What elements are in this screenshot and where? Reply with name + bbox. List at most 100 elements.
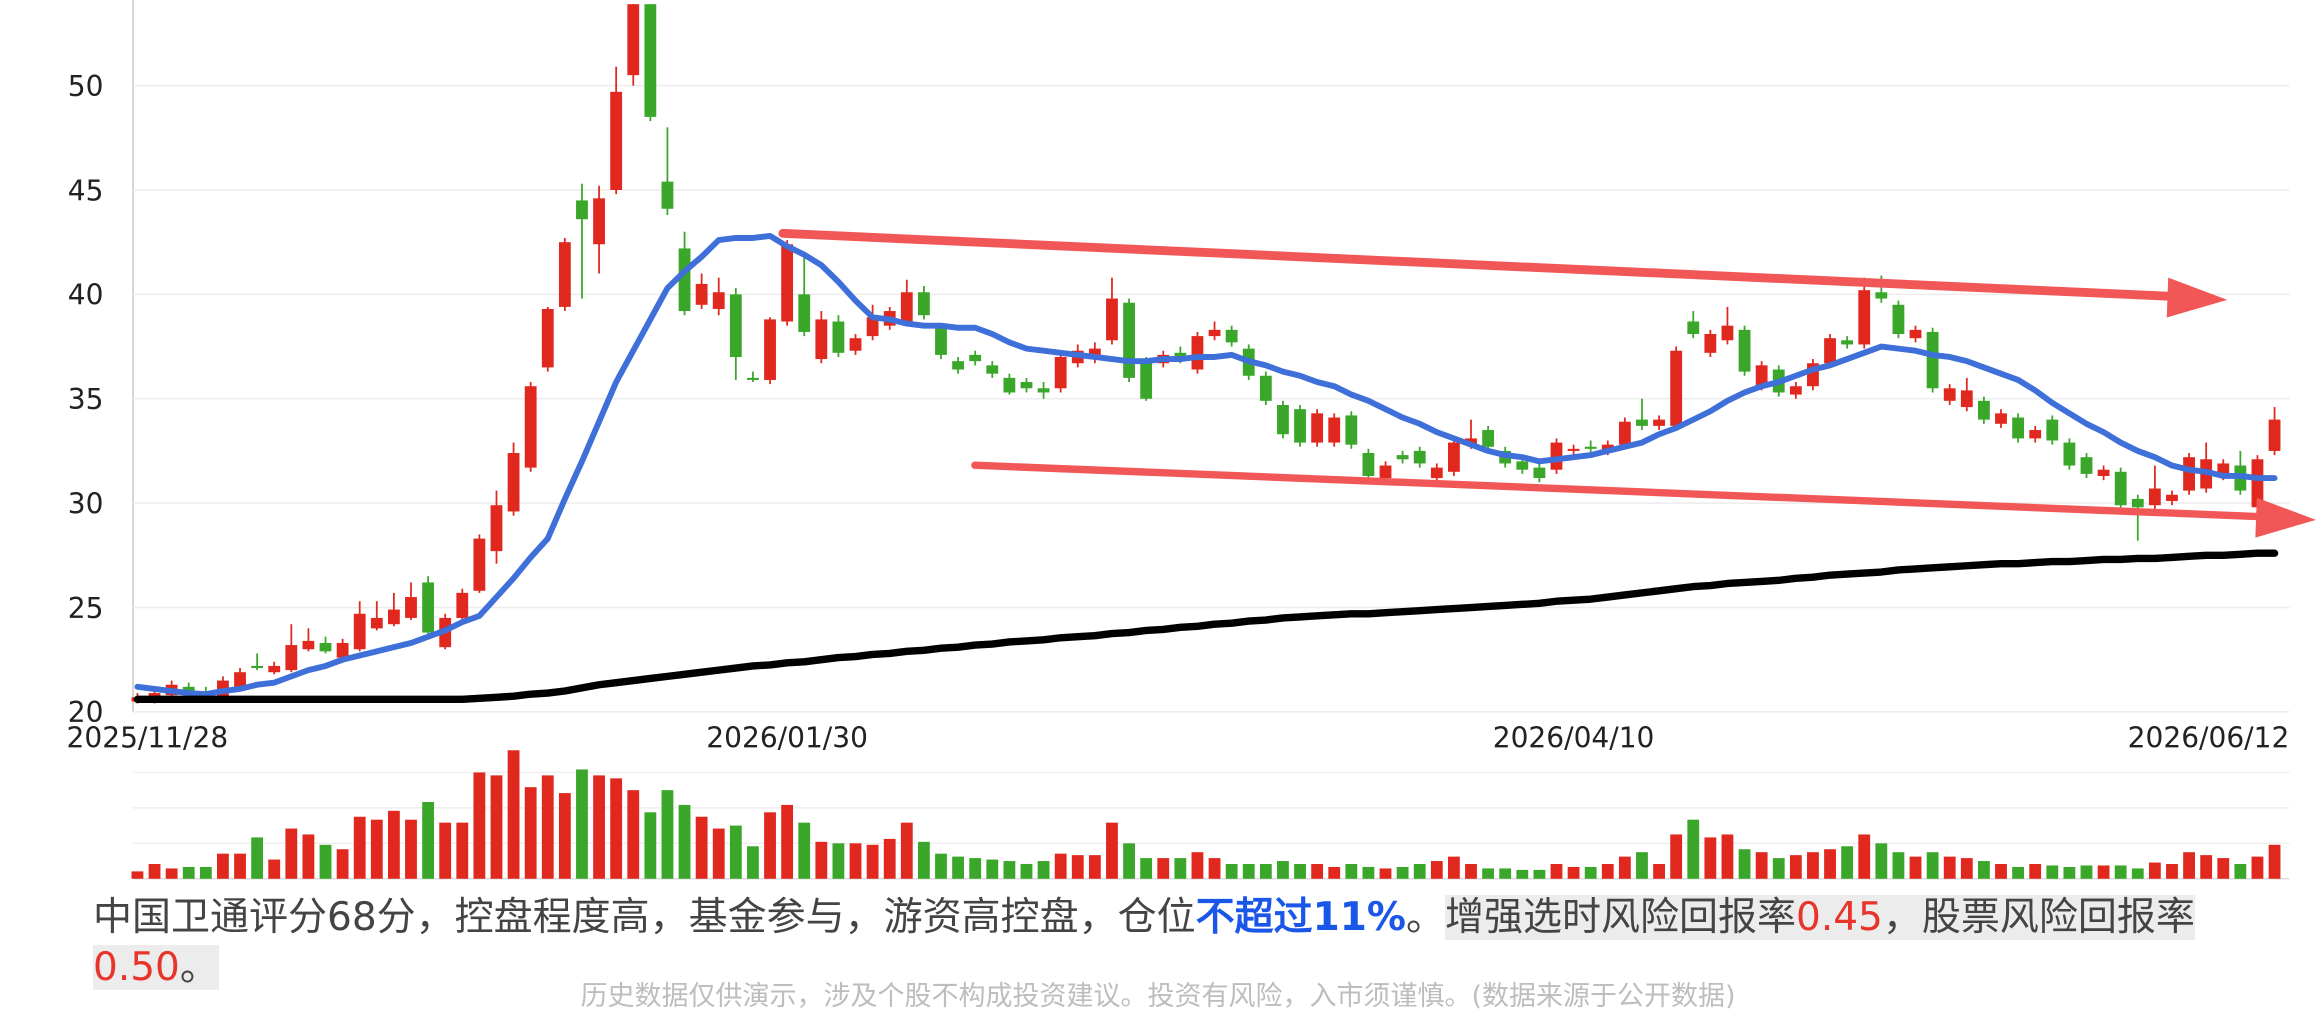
volume-bar (1465, 864, 1477, 879)
candle-body (935, 327, 947, 355)
candle-body (387, 609, 400, 625)
candle-body (1020, 382, 1033, 389)
candle-body (1516, 461, 1529, 470)
volume-bar (1704, 837, 1717, 879)
candle-body (507, 453, 520, 512)
volume-bar (2046, 865, 2059, 879)
candle-body (1482, 430, 1495, 447)
volume-bar (1926, 852, 1939, 879)
candle-body (1738, 329, 1751, 372)
volume-bar (1191, 852, 1204, 879)
volume-bar (1123, 843, 1135, 879)
volume-bar (1550, 864, 1563, 879)
candle-body (1943, 388, 1956, 401)
candle-body (1413, 450, 1426, 464)
volume-bar (2200, 855, 2213, 879)
summary-part: 。 (1406, 895, 1446, 940)
volume-bar (1892, 852, 1905, 879)
moving-average-line (133, 549, 2279, 704)
volume-bar (353, 816, 366, 879)
candle-body (2029, 430, 2042, 439)
volume-bar (1721, 834, 1734, 879)
volume-bar (1071, 855, 1084, 879)
volume-bar (695, 816, 708, 879)
candle-body (405, 597, 417, 618)
y-tick-label: 30 (68, 487, 104, 520)
candle-body (2114, 471, 2127, 506)
y-tick-label: 20 (68, 696, 104, 729)
candle-body (1037, 388, 1050, 393)
volume-bar (370, 819, 383, 879)
candle-body (319, 642, 332, 652)
candle-body (1208, 329, 1221, 337)
candle-body (2046, 419, 2059, 441)
candle-body (1003, 377, 1016, 393)
volume-bar (952, 856, 965, 879)
candle-body (1721, 325, 1734, 341)
candle-body (1550, 442, 1563, 470)
volume-bar (182, 866, 195, 879)
volume-bar (627, 790, 640, 879)
volume-bar (900, 822, 913, 879)
volume-bar (1225, 864, 1238, 879)
candle-body (268, 665, 281, 673)
volume-bar (832, 843, 845, 879)
candle-body (1995, 413, 2007, 424)
candle-body (986, 365, 999, 374)
volume-bar (1140, 858, 1153, 879)
candle-body (1345, 415, 1358, 445)
volume-bar (490, 775, 503, 879)
candle-body (1106, 298, 1118, 341)
candle-body (2097, 469, 2110, 476)
volume-bar (1499, 868, 1512, 879)
candle-body (1670, 350, 1683, 426)
volume-bar (917, 841, 930, 879)
volume-bar (1943, 856, 1956, 879)
candle-body (302, 640, 315, 650)
candle-body (1054, 356, 1067, 389)
candle-body (1875, 292, 1888, 299)
volume-bar (439, 822, 452, 879)
candle-body (1533, 467, 1546, 479)
volume-bar (661, 790, 674, 879)
candle-body (1584, 446, 1597, 449)
volume-bar (1755, 852, 1768, 879)
volume-bar (1396, 866, 1409, 879)
volume-bar (1567, 866, 1580, 879)
x-tick-label: 2026/04/10 (1493, 721, 1655, 754)
candle-body (1755, 365, 1768, 387)
volume-bar (473, 772, 486, 879)
candle-body (558, 242, 571, 307)
candle-body (541, 308, 554, 368)
volume-bar (1482, 868, 1495, 879)
candle-body (900, 292, 913, 322)
stock-ratio: 0.50 (93, 945, 180, 990)
candle-body (1824, 338, 1836, 364)
volume-bar (644, 812, 657, 879)
summary-part: 中国卫通评分68分，控盘程度高，基金参与，游资高控盘，仓位 (93, 895, 1196, 940)
candle-body (2251, 459, 2264, 508)
candle-body (1601, 444, 1614, 451)
candle-body (473, 538, 486, 591)
volume-bar (1977, 861, 1990, 879)
candle-body (729, 294, 742, 357)
volume-bar (1824, 849, 1836, 879)
volume-bar (1311, 864, 1324, 879)
volume-bar (2029, 864, 2042, 879)
volume-bar (319, 844, 332, 879)
volume-bar (2166, 864, 2178, 879)
candle-body (1174, 352, 1187, 360)
candle-body (1362, 453, 1375, 476)
volume-bar (456, 822, 469, 879)
volume-bar (1636, 852, 1648, 879)
volume-bar (422, 801, 435, 879)
moving-average-line (134, 232, 2278, 698)
y-tick-label: 45 (68, 174, 104, 207)
volume-bar (302, 834, 315, 879)
candle-body (1430, 467, 1443, 479)
volume-bar (1294, 864, 1306, 879)
volume-bar (798, 822, 811, 879)
candle-body (490, 505, 503, 552)
